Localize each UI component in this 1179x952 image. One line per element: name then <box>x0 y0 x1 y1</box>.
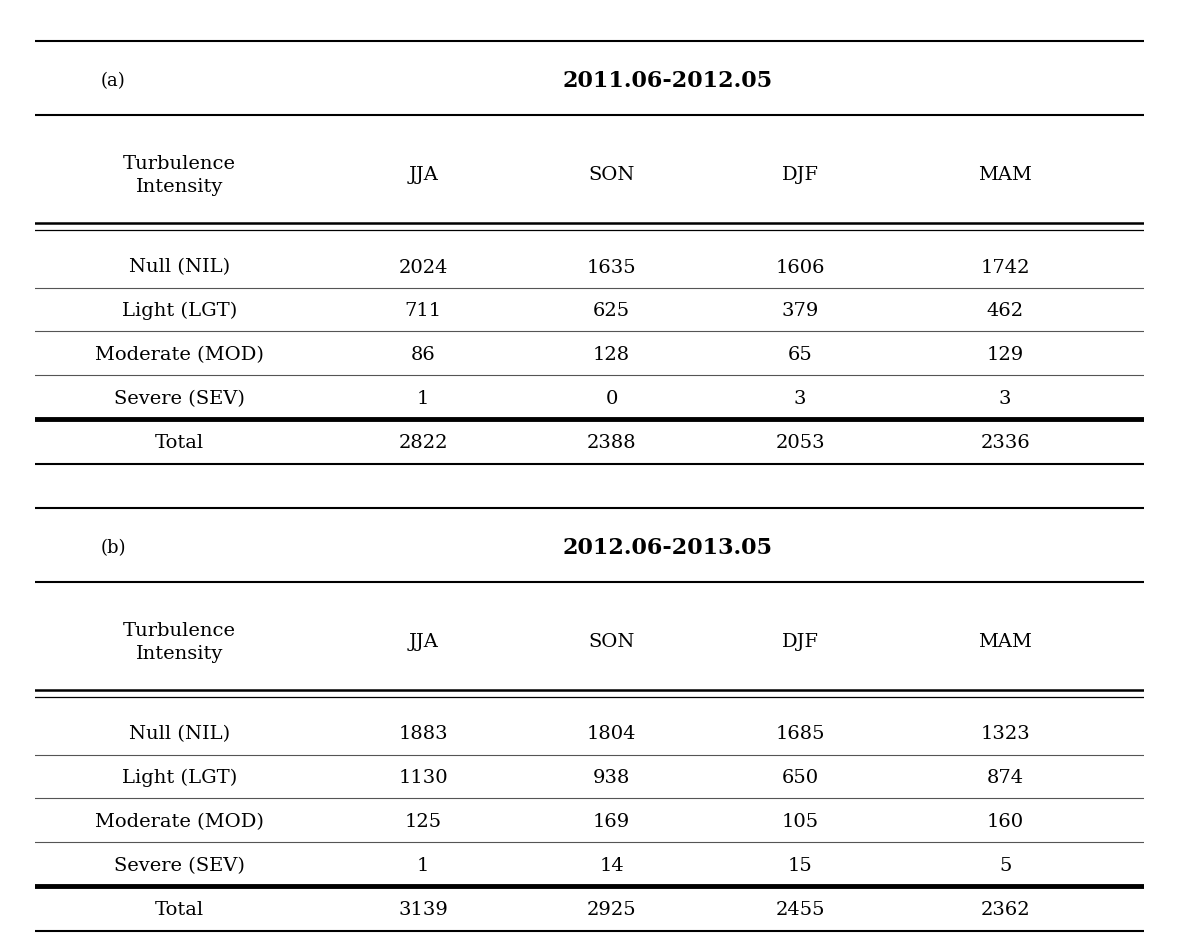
Text: 1883: 1883 <box>399 724 448 743</box>
Text: 2024: 2024 <box>399 258 448 276</box>
Text: Moderate (MOD): Moderate (MOD) <box>95 346 264 364</box>
Text: 1: 1 <box>417 856 429 874</box>
Text: Turbulence
Intensity: Turbulence Intensity <box>123 621 236 663</box>
Text: 3: 3 <box>793 389 806 407</box>
Text: 2388: 2388 <box>587 433 637 451</box>
Text: (b): (b) <box>100 539 126 557</box>
Text: 86: 86 <box>411 346 435 364</box>
Text: 65: 65 <box>788 346 812 364</box>
Text: 711: 711 <box>404 302 442 320</box>
Text: Severe (SEV): Severe (SEV) <box>114 389 245 407</box>
Text: 1635: 1635 <box>587 258 637 276</box>
Text: 1742: 1742 <box>981 258 1029 276</box>
Text: 128: 128 <box>593 346 631 364</box>
Text: 2925: 2925 <box>587 900 637 918</box>
Text: 1323: 1323 <box>980 724 1030 743</box>
Text: Severe (SEV): Severe (SEV) <box>114 856 245 874</box>
Text: 874: 874 <box>987 768 1023 786</box>
Text: Null (NIL): Null (NIL) <box>129 258 230 276</box>
Text: 129: 129 <box>987 346 1023 364</box>
Text: 2336: 2336 <box>980 433 1030 451</box>
Text: Turbulence
Intensity: Turbulence Intensity <box>123 154 236 196</box>
Text: 2012.06-2013.05: 2012.06-2013.05 <box>562 537 772 559</box>
Text: (a): (a) <box>100 72 125 90</box>
Text: 1: 1 <box>417 389 429 407</box>
Text: 1685: 1685 <box>776 724 825 743</box>
Text: 2053: 2053 <box>776 433 825 451</box>
Text: 125: 125 <box>404 812 442 830</box>
Text: 105: 105 <box>782 812 818 830</box>
Text: 625: 625 <box>593 302 631 320</box>
Text: 650: 650 <box>782 768 818 786</box>
Text: JJA: JJA <box>408 167 439 185</box>
Text: SON: SON <box>588 633 634 651</box>
Text: Light (LGT): Light (LGT) <box>121 768 237 786</box>
Text: 3139: 3139 <box>399 900 448 918</box>
Text: 2822: 2822 <box>399 433 448 451</box>
Text: 14: 14 <box>599 856 624 874</box>
Text: JJA: JJA <box>408 633 439 651</box>
Text: 1130: 1130 <box>399 768 448 786</box>
Text: Light (LGT): Light (LGT) <box>121 302 237 320</box>
Text: 2455: 2455 <box>776 900 825 918</box>
Text: 3: 3 <box>999 389 1012 407</box>
Text: MAM: MAM <box>979 167 1032 185</box>
Text: Moderate (MOD): Moderate (MOD) <box>95 812 264 830</box>
Text: 2011.06-2012.05: 2011.06-2012.05 <box>562 70 772 92</box>
Text: Total: Total <box>154 900 204 918</box>
Text: 1606: 1606 <box>776 258 825 276</box>
Text: 1804: 1804 <box>587 724 637 743</box>
Text: 462: 462 <box>987 302 1023 320</box>
Text: Null (NIL): Null (NIL) <box>129 724 230 743</box>
Text: 2362: 2362 <box>980 900 1030 918</box>
Text: 169: 169 <box>593 812 631 830</box>
Text: Total: Total <box>154 433 204 451</box>
Text: SON: SON <box>588 167 634 185</box>
Text: 15: 15 <box>788 856 812 874</box>
Text: DJF: DJF <box>782 633 818 651</box>
Text: 379: 379 <box>782 302 818 320</box>
Text: DJF: DJF <box>782 167 818 185</box>
Text: 5: 5 <box>999 856 1012 874</box>
Text: MAM: MAM <box>979 633 1032 651</box>
Text: 0: 0 <box>606 389 618 407</box>
Text: 938: 938 <box>593 768 631 786</box>
Text: 160: 160 <box>987 812 1023 830</box>
